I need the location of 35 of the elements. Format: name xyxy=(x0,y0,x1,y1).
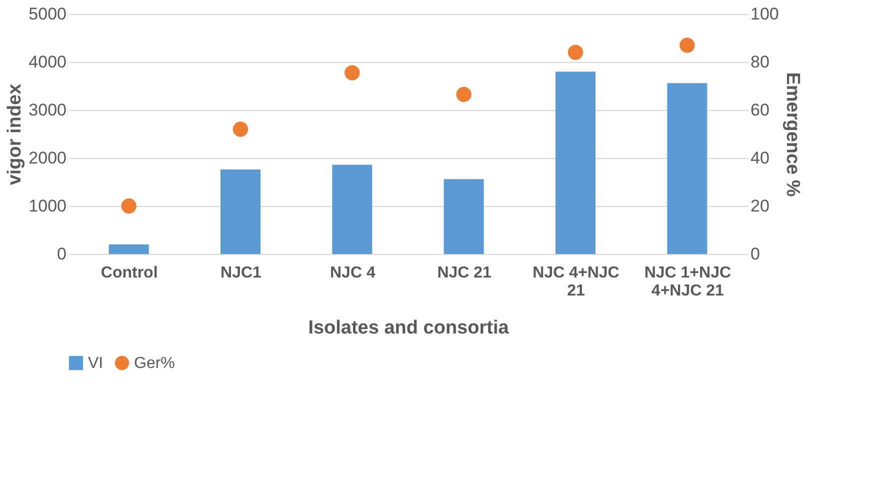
x-tick-label: Control xyxy=(100,264,158,282)
bar xyxy=(444,179,484,254)
y2-tick-label: 0 xyxy=(750,244,760,264)
x-tick-label: NJC1 xyxy=(220,264,262,282)
point xyxy=(456,86,472,102)
y2-tick-label: 100 xyxy=(750,4,779,24)
y2-tick-label: 40 xyxy=(750,148,770,168)
y-tick-label: 0 xyxy=(57,244,66,264)
bar xyxy=(556,72,596,254)
y-tick-label: 3000 xyxy=(28,100,66,120)
x-tick-label: NJC 4 xyxy=(330,264,376,282)
y2-tick-label: 80 xyxy=(750,52,770,72)
legend-label: VI xyxy=(88,355,104,372)
y2-tick-label: 20 xyxy=(750,196,770,216)
y2-tick-label: 60 xyxy=(750,100,770,120)
bar xyxy=(667,83,708,254)
point xyxy=(121,198,136,214)
x-tick-label: NJC 4+NJC 21 xyxy=(532,264,620,300)
y-tick-label: 1000 xyxy=(28,196,66,216)
x-tick-label: NJC 1+NJC 4+NJC 21 xyxy=(644,264,732,300)
bar xyxy=(108,244,149,254)
point xyxy=(568,44,584,60)
y-tick-label: 5000 xyxy=(28,4,66,24)
x-tick-label: NJC 21 xyxy=(437,264,492,282)
point xyxy=(680,38,695,53)
bar xyxy=(220,170,260,254)
bar xyxy=(332,164,372,254)
point xyxy=(344,65,360,80)
y-axis-title: vigor index xyxy=(4,83,26,186)
y2-axis-title: Emergence % xyxy=(782,72,803,197)
y-tick-label: 4000 xyxy=(28,52,66,72)
y-tick-label: 2000 xyxy=(28,148,66,168)
legend-label: Ger% xyxy=(134,355,175,372)
point xyxy=(232,122,248,137)
x-axis-title: Isolates and consortia xyxy=(308,318,510,338)
